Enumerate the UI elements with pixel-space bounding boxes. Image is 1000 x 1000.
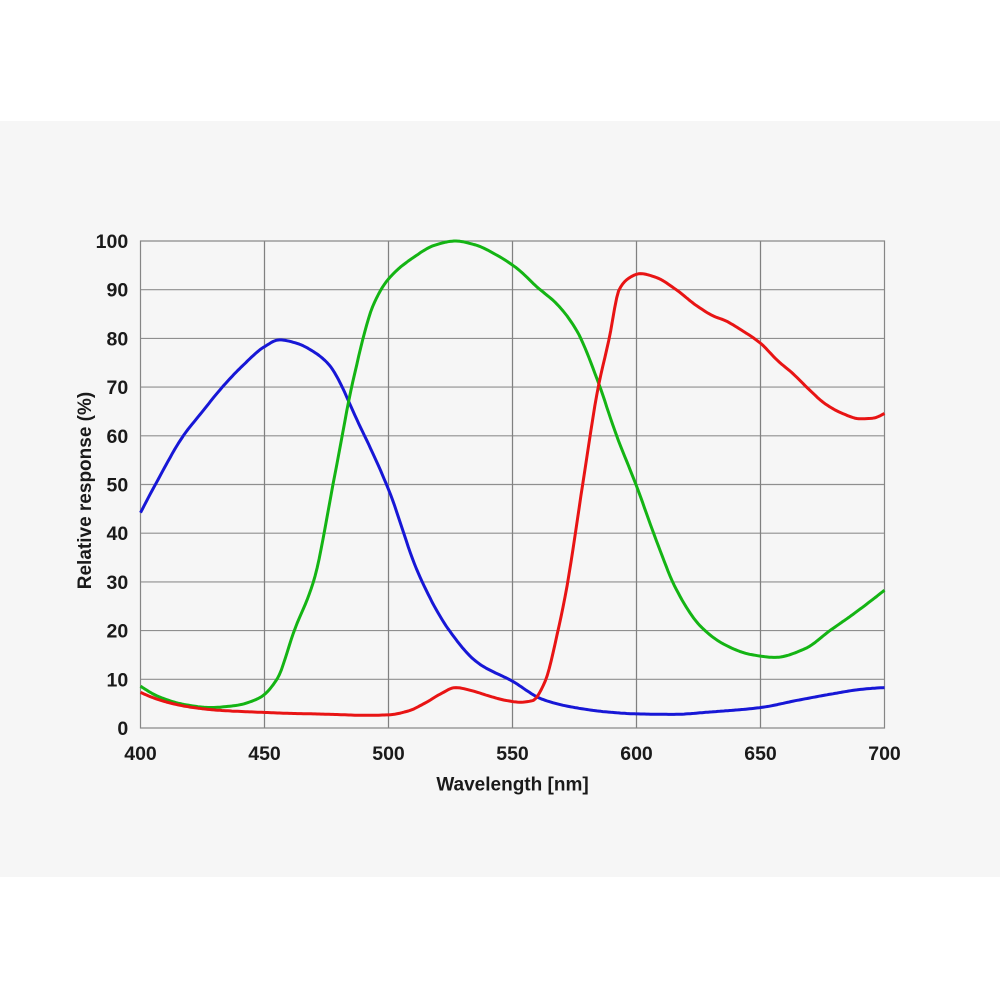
svg-text:700: 700	[868, 743, 901, 765]
svg-text:10: 10	[106, 669, 128, 691]
svg-text:20: 20	[106, 621, 128, 643]
svg-text:50: 50	[106, 475, 128, 497]
svg-text:60: 60	[106, 426, 128, 448]
svg-text:600: 600	[620, 743, 653, 765]
svg-text:Relative response (%): Relative response (%)	[75, 392, 96, 589]
svg-text:80: 80	[106, 328, 128, 350]
svg-text:100: 100	[96, 231, 129, 253]
svg-text:0: 0	[117, 718, 128, 740]
svg-text:Wavelength [nm]: Wavelength [nm]	[436, 775, 588, 796]
svg-text:30: 30	[106, 572, 128, 594]
svg-text:70: 70	[106, 377, 128, 399]
svg-text:40: 40	[106, 523, 128, 545]
svg-text:400: 400	[124, 743, 157, 765]
svg-text:500: 500	[372, 743, 405, 765]
svg-text:90: 90	[106, 280, 128, 302]
svg-text:550: 550	[496, 743, 529, 765]
svg-text:450: 450	[248, 743, 281, 765]
svg-text:650: 650	[744, 743, 777, 765]
